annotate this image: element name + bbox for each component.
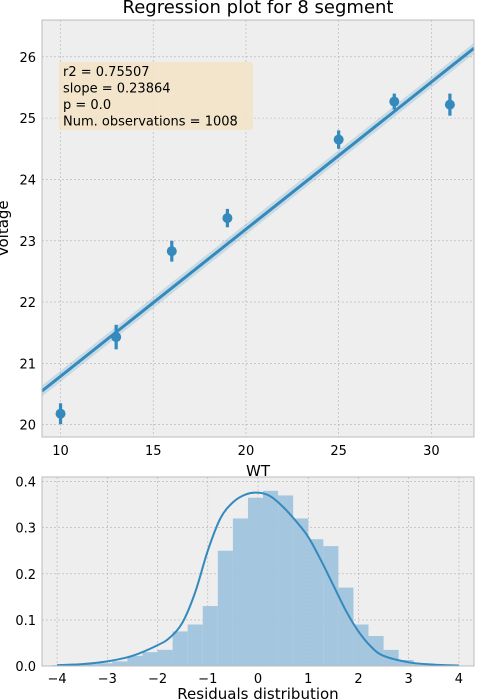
histogram-bars — [52, 490, 429, 666]
histogram-bar — [232, 518, 248, 666]
data-points — [55, 93, 455, 425]
histogram-bar — [187, 624, 203, 666]
y-tick-label: 26 — [19, 51, 36, 66]
x-tick-label: 3 — [405, 672, 413, 687]
x-tick-label: 10 — [52, 444, 69, 459]
histogram-bar — [127, 655, 143, 666]
histogram-bar — [172, 631, 188, 666]
histogram-bar — [217, 550, 233, 666]
x-tick-label: 30 — [423, 444, 440, 459]
x-tick-label: 0 — [254, 672, 262, 687]
stats-num-observations: Num. observations = 1008 — [63, 115, 238, 130]
y-tick-label: 0.0 — [15, 660, 36, 675]
y-tick-label: 0.4 — [15, 476, 36, 491]
y-tick-label: 0.3 — [15, 522, 36, 537]
y-tick-label: 25 — [19, 112, 36, 127]
data-point — [111, 332, 122, 343]
histogram-bar — [338, 587, 354, 666]
data-point — [444, 99, 455, 110]
histogram-bar — [202, 606, 218, 666]
x-axis-label: Residuals distribution — [177, 685, 338, 700]
x-tick-label: 1 — [304, 672, 312, 687]
residuals-plot: −4 −3 −2 −1 0 1 2 3 4 0.0 0.1 0.2 0.3 0.4 Residuals … — [15, 476, 475, 700]
data-point — [166, 246, 177, 257]
y-tick-labels: 20 21 22 23 24 25 26 — [19, 51, 36, 434]
y-tick-labels: 0.0 0.1 0.2 0.3 0.4 — [15, 476, 36, 675]
x-tick-label: −1 — [198, 672, 217, 687]
histogram-bar — [323, 546, 339, 666]
y-tick-label: 0.2 — [15, 568, 36, 583]
histogram-bar — [278, 495, 294, 666]
data-point — [389, 96, 400, 107]
histogram-bar — [157, 649, 173, 666]
y-tick-label: 22 — [19, 296, 36, 311]
stats-p-value: p = 0.0 — [63, 98, 111, 113]
histogram-bar — [97, 663, 113, 666]
x-tick-label: −2 — [148, 672, 167, 687]
y-tick-label: 23 — [19, 235, 36, 250]
plot-frame — [41, 476, 475, 667]
stats-r2: r2 = 0.75507 — [63, 65, 150, 80]
x-tick-label: −4 — [47, 672, 66, 687]
histogram-bar — [263, 490, 279, 666]
histogram-bar — [353, 624, 369, 666]
x-tick-label: 15 — [145, 444, 162, 459]
histogram-bar — [112, 661, 128, 666]
y-tick-label: 20 — [19, 419, 36, 434]
histogram-bar — [142, 652, 158, 666]
x-axis-label: WT — [246, 462, 271, 480]
y-tick-label: 0.1 — [15, 614, 36, 629]
histogram-bar — [82, 664, 98, 666]
y-tick-label: 21 — [19, 357, 36, 372]
y-tick-label: 24 — [19, 173, 36, 188]
y-axis-label: Voltage — [0, 200, 12, 256]
x-tick-label: 2 — [354, 672, 362, 687]
data-point — [222, 213, 233, 224]
x-tick-labels: 10 15 20 25 30 — [52, 444, 439, 459]
chart-title: Regression plot for 8 segment — [123, 0, 394, 18]
plot-frame — [41, 19, 475, 438]
data-point — [333, 134, 344, 145]
stats-box-background — [59, 62, 253, 130]
kde-curve — [57, 491, 459, 667]
regression-plot: 10 15 20 25 30 20 21 22 23 24 25 26 Regression plo… — [0, 0, 475, 480]
data-point — [55, 408, 66, 419]
histogram-bar — [398, 660, 414, 666]
histogram-bar — [247, 497, 264, 666]
histogram-bar — [413, 663, 429, 666]
x-tick-label: −3 — [98, 672, 117, 687]
stats-box: r2 = 0.75507 slope = 0.23864 p = 0.0 Num… — [59, 62, 253, 130]
x-tick-label: 20 — [238, 444, 255, 459]
x-tick-labels: −4 −3 −2 −1 0 1 2 3 4 — [47, 672, 463, 687]
x-tick-label: 25 — [330, 444, 347, 459]
x-tick-label: 4 — [455, 672, 463, 687]
histogram-bar — [293, 518, 309, 666]
stats-slope: slope = 0.23864 — [63, 82, 171, 97]
histogram-bar — [308, 539, 324, 666]
